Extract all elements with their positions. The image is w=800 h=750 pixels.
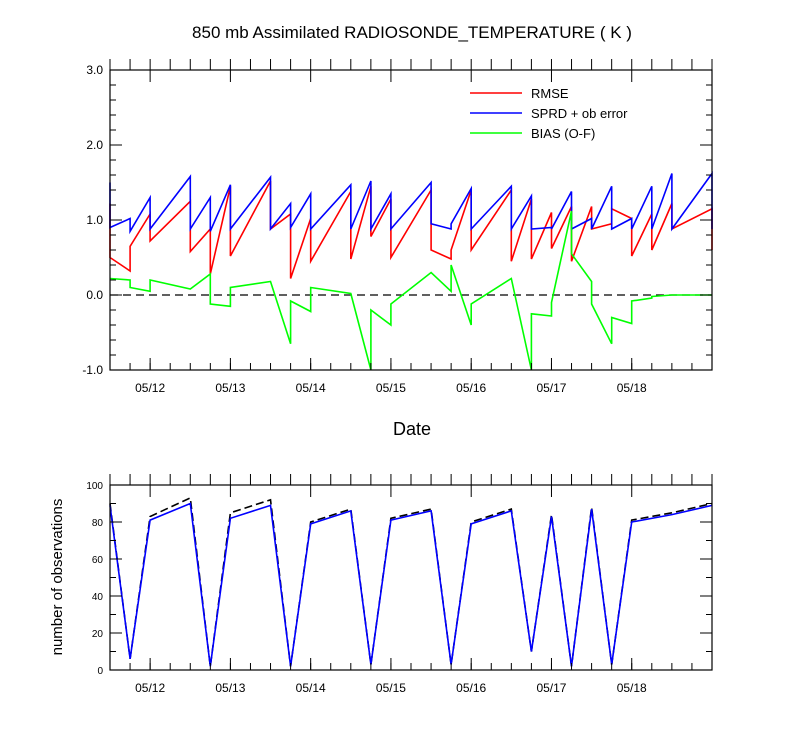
bottom-chart: 05/12 05/13 05/14 05/15 05/16 05/17 05/18 0 20 40…: [86, 474, 713, 695]
y-tick-label: 2.0: [86, 138, 103, 152]
y-axis-label-observations: number of observations: [49, 499, 66, 656]
chart-title: 850 mb Assimilated RADIOSONDE_TEMPERATUR…: [192, 23, 632, 42]
series-line-rmse: [109, 180, 713, 279]
x-tick-label: 05/15: [376, 681, 406, 695]
y-tick-label: 0.0: [86, 288, 103, 302]
legend-label: SPRD + ob error: [531, 106, 628, 121]
legend-label: RMSE: [531, 86, 569, 101]
y-tick-label: 60: [92, 555, 104, 566]
x-tick-label: 05/16: [456, 681, 486, 695]
x-tick-label: 05/18: [617, 681, 647, 695]
y-tick-label: 20: [92, 629, 104, 640]
y-tick-label: 3.0: [86, 63, 103, 77]
x-tick-label: 05/12: [135, 381, 165, 395]
legend: RMSE SPRD + ob error BIAS (O-F): [470, 86, 628, 141]
x-tick-label: 05/12: [135, 681, 165, 695]
top-chart: 05/12 05/13 05/14 05/15 05/16 05/17 05/18 -1.0 0…: [82, 59, 713, 395]
series-line-bias-o-f: [109, 210, 712, 371]
x-tick-label: 05/17: [536, 381, 566, 395]
x-tick-label: 05/14: [296, 681, 326, 695]
y-tick-label: 40: [92, 592, 104, 603]
y-tick-label: 1.0: [86, 213, 103, 227]
legend-label: BIAS (O-F): [531, 126, 595, 141]
x-tick-label: 05/15: [376, 381, 406, 395]
series-line-sprd-ob-error: [109, 171, 713, 235]
x-tick-label: 05/13: [215, 381, 245, 395]
x-tick-label: 05/16: [456, 381, 486, 395]
x-tick-label: 05/14: [296, 381, 326, 395]
y-tick-label: 0: [97, 666, 103, 677]
x-tick-label: 05/13: [215, 681, 245, 695]
series-line-assimilated-observations: [109, 502, 713, 667]
y-tick-label: 80: [92, 518, 104, 529]
y-tick-label: -1.0: [82, 363, 103, 377]
y-tick-label: 100: [86, 481, 103, 492]
x-tick-label: 05/17: [536, 681, 566, 695]
x-axis-label: Date: [393, 419, 431, 439]
x-tick-label: 05/18: [617, 381, 647, 395]
